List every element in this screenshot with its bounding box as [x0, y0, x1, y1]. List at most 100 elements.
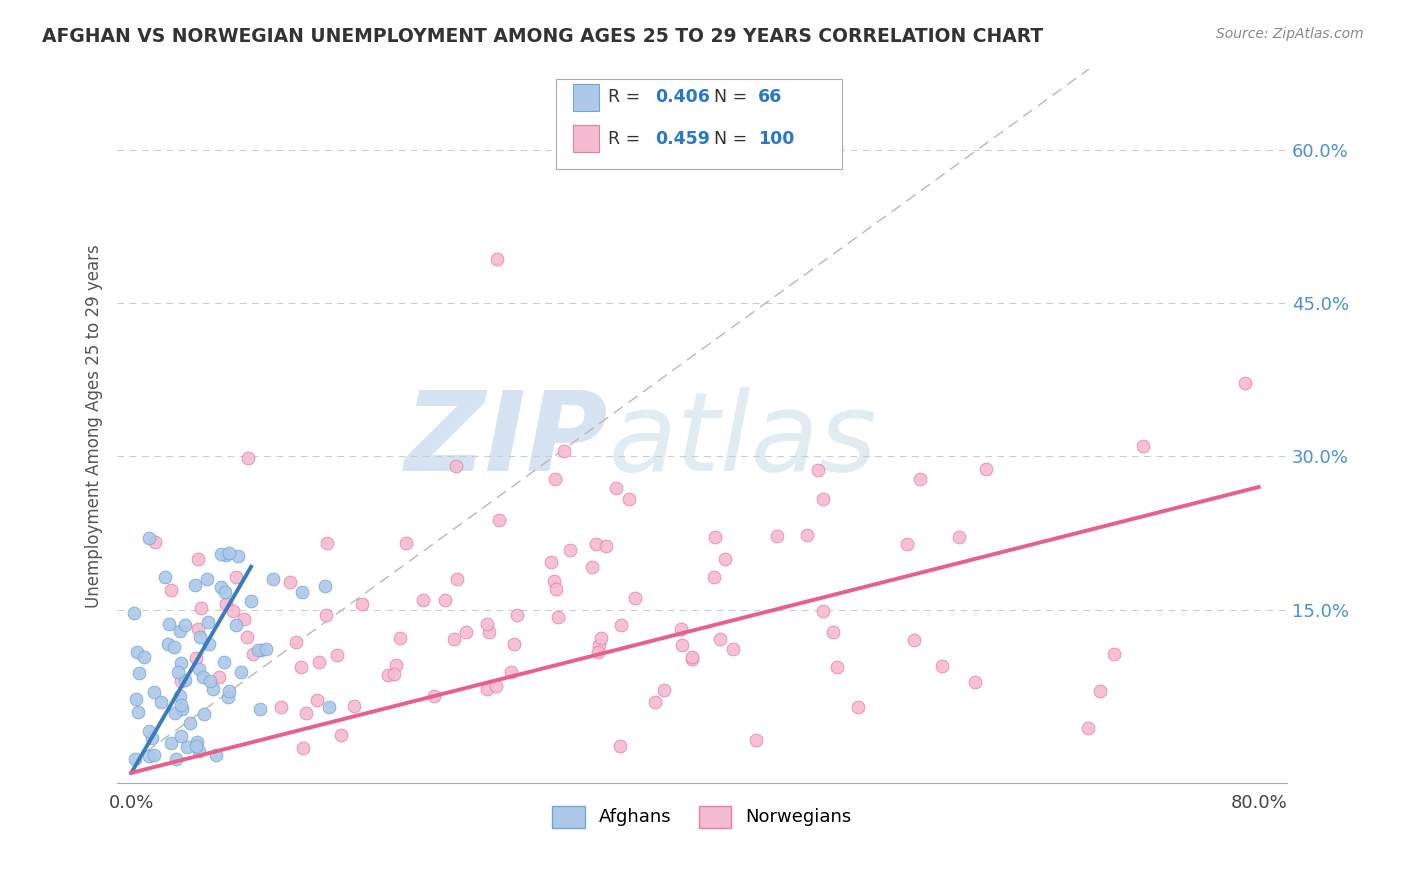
Point [588, 645, 610, 659]
Point [477, 682, 499, 697]
Point [215, 597, 238, 611]
Point [588, 638, 610, 652]
Point [314, 579, 336, 593]
Point [948, 530, 970, 544]
Point [478, 624, 501, 639]
Point [485, 679, 508, 693]
Point [446, 572, 468, 586]
Point [160, 736, 183, 750]
Point [931, 659, 953, 673]
Point [187, 551, 209, 566]
Point [157, 617, 180, 632]
Point [1233, 376, 1256, 390]
Point [766, 529, 789, 543]
Point [681, 652, 703, 666]
Point [179, 715, 201, 730]
Point [250, 643, 273, 657]
Point [198, 674, 221, 689]
Point [184, 651, 207, 665]
Point [547, 610, 569, 624]
Point [644, 695, 666, 709]
Point [444, 458, 467, 473]
Point [170, 673, 193, 688]
Point [163, 706, 186, 721]
Point [796, 528, 818, 542]
Point [443, 632, 465, 647]
Point [475, 617, 498, 632]
Point [278, 575, 301, 590]
Point [149, 695, 172, 709]
Point [132, 649, 155, 664]
Point [209, 580, 232, 594]
Point [226, 549, 249, 564]
Point [543, 574, 565, 589]
Point [209, 547, 232, 561]
Text: atlas: atlas [609, 386, 877, 493]
Point [485, 252, 508, 267]
Point [308, 655, 330, 669]
Point [193, 706, 215, 721]
Point [242, 647, 264, 661]
Point [143, 748, 166, 763]
Point [585, 537, 607, 551]
Point [124, 606, 146, 620]
Point [330, 728, 353, 742]
Point [184, 578, 207, 592]
Point [218, 684, 240, 698]
Point [214, 584, 236, 599]
Point [488, 513, 510, 527]
Point [821, 624, 844, 639]
Point [188, 744, 211, 758]
Point [423, 689, 446, 703]
Point [254, 641, 277, 656]
Point [217, 690, 239, 705]
Point [236, 631, 259, 645]
Point [305, 693, 328, 707]
Text: 0.406: 0.406 [655, 88, 710, 106]
Point [215, 548, 238, 562]
Point [503, 638, 526, 652]
Point [292, 740, 315, 755]
Text: ZIP: ZIP [405, 386, 609, 493]
Point [205, 747, 228, 762]
Point [1132, 439, 1154, 453]
Point [125, 692, 148, 706]
Point [343, 699, 366, 714]
Point [138, 531, 160, 545]
Point [846, 700, 869, 714]
Point [169, 624, 191, 638]
Point [231, 665, 253, 679]
Point [703, 570, 725, 584]
Point [1077, 722, 1099, 736]
Point [188, 662, 211, 676]
Point [143, 685, 166, 699]
Point [153, 570, 176, 584]
Point [591, 631, 613, 645]
Point [581, 560, 603, 574]
Text: AFGHAN VS NORWEGIAN UNEMPLOYMENT AMONG AGES 25 TO 29 YEARS CORRELATION CHART: AFGHAN VS NORWEGIAN UNEMPLOYMENT AMONG A… [42, 27, 1043, 45]
FancyBboxPatch shape [574, 84, 599, 111]
Point [186, 735, 208, 749]
Text: N =: N = [714, 129, 747, 147]
Point [285, 635, 308, 649]
Point [191, 669, 214, 683]
Text: R =: R = [609, 129, 647, 147]
FancyBboxPatch shape [574, 125, 599, 153]
Point [617, 491, 640, 506]
Text: Source: ZipAtlas.com: Source: ZipAtlas.com [1216, 27, 1364, 41]
Point [499, 665, 522, 680]
Point [195, 572, 218, 586]
Point [605, 481, 627, 495]
Point [1088, 684, 1111, 698]
Point [127, 706, 149, 720]
Point [558, 542, 581, 557]
Point [609, 739, 631, 753]
Point [167, 665, 190, 679]
Point [652, 683, 675, 698]
Point [350, 597, 373, 611]
Point [825, 659, 848, 673]
Point [141, 731, 163, 746]
Point [910, 472, 932, 486]
Point [249, 702, 271, 716]
Point [124, 752, 146, 766]
